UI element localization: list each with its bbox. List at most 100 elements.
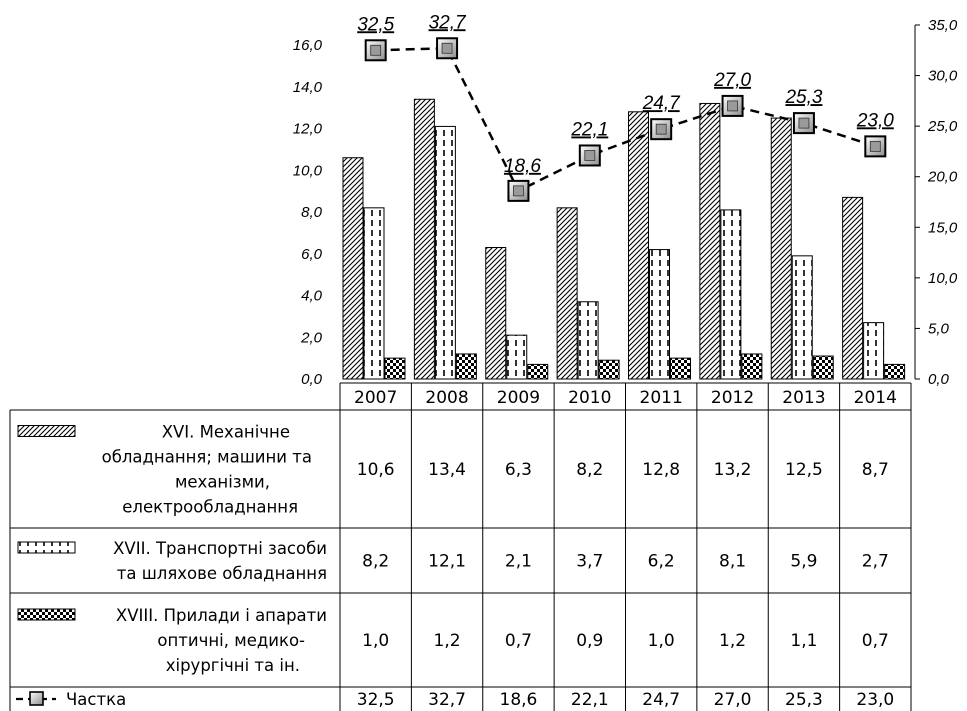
share-data-label-2008: 32,7 xyxy=(429,12,467,33)
bar-diagonal-hatch-2008 xyxy=(413,98,435,380)
left-tick-label: 6,0 xyxy=(301,246,323,263)
table-cell: 32,5 xyxy=(357,690,395,710)
right-tick-label: 20,0 xyxy=(927,169,958,186)
bar-diagonal-hatch-2014 xyxy=(842,196,864,380)
share-marker-inner xyxy=(584,150,596,161)
bar-dashed-vertical-2014 xyxy=(863,322,885,380)
bar-diagonal-hatch-2010 xyxy=(556,207,578,380)
bar-dashed-vertical-2007 xyxy=(363,207,385,380)
share-marker-inner xyxy=(727,100,738,112)
bar-diagonal-hatch-2007 xyxy=(342,157,364,380)
share-data-label-2012: 27,0 xyxy=(713,70,751,91)
series-label-line: Частка xyxy=(66,690,126,709)
right-tick-label: 10,0 xyxy=(928,270,958,287)
share-data-label-2010: 22,1 xyxy=(570,119,608,140)
bar-diagonal-hatch-2013 xyxy=(770,117,792,380)
table-cell: 8,7 xyxy=(862,460,889,480)
table-cell: 5,9 xyxy=(790,552,817,572)
share-data-label-2013: 25,3 xyxy=(784,87,822,108)
series-label-line: електрообладнання xyxy=(122,498,298,517)
right-axis: 0,0 5,0 10,0 15,0 20,0 25,0 30,0 35,0 xyxy=(914,17,958,388)
left-tick-label: 10,0 xyxy=(293,162,323,179)
share-marker-inner xyxy=(370,44,382,56)
year-header-2014: 2014 xyxy=(854,388,897,408)
bar-dashed-vertical-2010 xyxy=(577,301,599,380)
legend-key-checker xyxy=(17,608,76,621)
left-tick-label: 12,0 xyxy=(293,121,323,138)
table-cell: 8,2 xyxy=(576,460,603,480)
table-cell: 25,3 xyxy=(785,690,823,710)
bar-checker-2013 xyxy=(812,355,834,380)
left-tick-label: 0,0 xyxy=(301,371,323,388)
bar-dashed-vertical-2009 xyxy=(506,334,528,380)
bar-checker-2011 xyxy=(670,357,691,380)
legend-key-dashed-vertical xyxy=(17,541,76,554)
bar-dashed-vertical-2013 xyxy=(791,255,813,380)
table-cell: 6,2 xyxy=(648,552,675,572)
series-label-line: та шляхове обладнання xyxy=(117,564,327,583)
left-tick-label: 14,0 xyxy=(293,79,323,96)
table-cell: 13,4 xyxy=(428,460,466,480)
left-tick-label: 16,0 xyxy=(293,37,323,54)
right-tick-label: 25,0 xyxy=(927,118,958,135)
share-line: 32,5 32,7 18,6 22,1 24,7 27,0 25,3 23,0 xyxy=(357,12,894,202)
table-cell: 18,6 xyxy=(500,690,538,710)
year-header-2008: 2008 xyxy=(425,388,468,408)
bar-diagonal-hatch-2011 xyxy=(628,111,649,380)
data-table: 2007 2008 2009 2010 2011 2012 2013 2014 10,6 13,4… xyxy=(9,382,912,711)
table-cell: 22,1 xyxy=(571,690,609,710)
left-tick-label: 4,0 xyxy=(301,288,323,305)
table-cell: 2,7 xyxy=(862,552,889,572)
share-data-label-2007: 32,5 xyxy=(357,14,394,35)
table-cell: 1,2 xyxy=(434,631,461,651)
share-data-label-2014: 23,0 xyxy=(856,110,894,131)
bar-dashed-vertical-2011 xyxy=(649,249,670,380)
bars xyxy=(342,98,906,380)
left-axis: 0,0 2,0 4,0 6,0 8,0 10,0 12,0 14,0 16,0 xyxy=(293,37,323,388)
right-tick-label: 30,0 xyxy=(928,68,958,85)
table-cell: 10,6 xyxy=(357,460,395,480)
series-label-line: XVI. Механічне xyxy=(162,423,290,442)
left-tick-label: 8,0 xyxy=(301,204,323,221)
share-data-label-2011: 24,7 xyxy=(642,93,681,114)
year-header-2011: 2011 xyxy=(640,388,683,408)
year-header-2007: 2007 xyxy=(354,388,397,408)
series-label-line: обладнання; машини та xyxy=(102,448,312,467)
year-header-2012: 2012 xyxy=(711,388,754,408)
table-cell: 1,0 xyxy=(362,631,389,651)
table-cell: 6,3 xyxy=(505,460,532,480)
table-cell: 0,7 xyxy=(505,631,532,651)
bar-checker-2007 xyxy=(384,357,406,380)
bar-diagonal-hatch-2009 xyxy=(485,246,507,380)
share-data-label-2009: 18,6 xyxy=(504,156,541,177)
share-marker-inner xyxy=(798,117,810,129)
bar-checker-2009 xyxy=(527,363,549,380)
year-header-2010: 2010 xyxy=(568,388,611,408)
year-header-2009: 2009 xyxy=(497,388,540,408)
share-marker-inner xyxy=(441,42,453,54)
table-cell: 12,5 xyxy=(785,460,823,480)
table-cell: 32,7 xyxy=(428,690,466,710)
table-cell: 24,7 xyxy=(642,690,680,710)
share-marker-inner xyxy=(869,140,881,152)
share-marker-inner xyxy=(513,185,524,197)
share-marker-inner xyxy=(655,123,667,135)
bar-dashed-vertical-2012 xyxy=(720,209,742,380)
table-cell: 0,9 xyxy=(576,631,603,651)
series-label-line: оптичні, медико- xyxy=(157,631,305,650)
share-line-path xyxy=(375,46,876,193)
table-cell: 27,0 xyxy=(714,690,752,710)
table-cell: 0,7 xyxy=(862,631,889,651)
bar-checker-2010 xyxy=(598,359,620,380)
year-header-2013: 2013 xyxy=(782,388,825,408)
right-tick-label: 0,0 xyxy=(928,371,950,388)
series-label-line: XVII. Транспортні засоби xyxy=(113,539,327,558)
table-cell: 23,0 xyxy=(856,690,894,710)
bar-checker-2014 xyxy=(884,363,906,380)
right-tick-label: 5,0 xyxy=(928,320,950,337)
right-tick-label: 15,0 xyxy=(928,219,958,236)
table-cell: 8,2 xyxy=(362,552,389,572)
table-cell: 2,1 xyxy=(505,552,532,572)
table-cell: 8,1 xyxy=(719,552,746,572)
